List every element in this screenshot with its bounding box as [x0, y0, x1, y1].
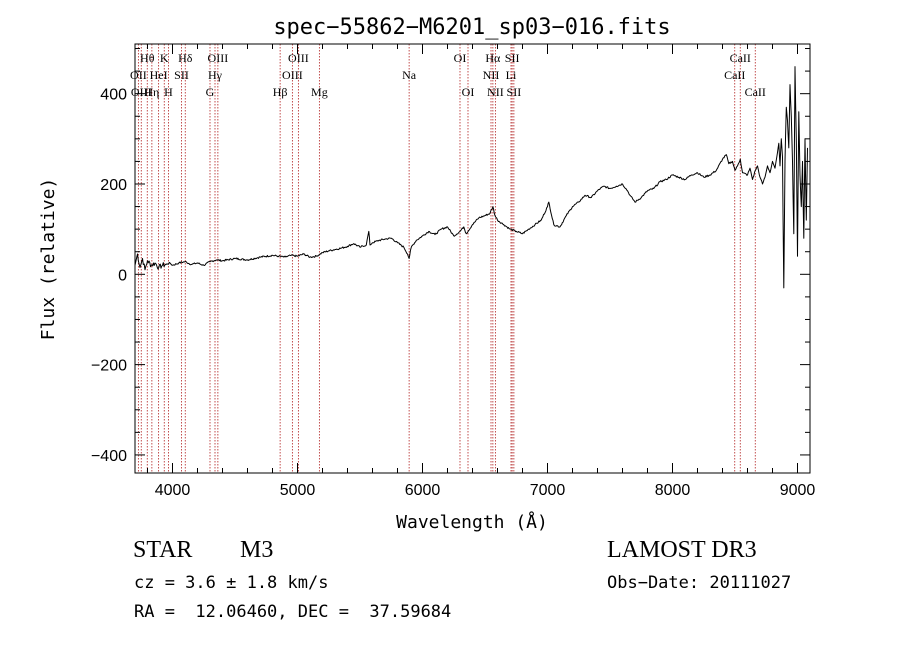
line-label-lines_top-2: Hδ	[178, 51, 193, 65]
line-label-lines_top-3: OIII	[208, 51, 229, 65]
y-axis-label: Flux (relative)	[38, 178, 59, 341]
x-tick-label-6000: 6000	[405, 482, 441, 499]
line-label-lines_bot-3: G	[206, 85, 215, 99]
y-axis: −400 −200 0 200 400	[91, 48, 810, 465]
object-class: STAR	[133, 537, 193, 563]
x-tick-label-4000: 4000	[155, 482, 191, 499]
observation-date: Obs−Date: 20111027	[607, 573, 792, 593]
chart-title: spec−55862−M6201_sp03−016.fits	[273, 15, 670, 40]
coordinates: RA = 12.06460, DEC = 37.59684	[134, 602, 452, 622]
line-label-lines_top-5: OI	[454, 51, 467, 65]
line-label-lines_bot-2: H	[164, 85, 173, 99]
y-tick-label-0: 0	[118, 267, 127, 284]
line-label-lines_bot-1: Hη	[144, 85, 159, 99]
y-tick-label-200: 200	[100, 177, 127, 194]
y-tick-label--400: −400	[91, 448, 127, 465]
line-label-lines_mid-8: CaII	[724, 68, 745, 82]
line-label-lines_top-8: CaII	[730, 51, 751, 65]
line-label-lines_top-7: SII	[505, 51, 520, 65]
line-label-lines_top-6: Hα	[485, 51, 501, 65]
line-label-lines_top-1: K	[160, 51, 169, 65]
spectrum-line	[134, 66, 808, 289]
line-label-lines_mid-2: SII	[174, 68, 189, 82]
emission-line-labels: Hθ K Hδ OIII OIII OI Hα SII CaII OII HeI SII Hγ OIII N…	[130, 51, 766, 99]
line-label-lines_mid-4: OIII	[282, 68, 303, 82]
line-label-lines_mid-1: HeI	[150, 68, 168, 82]
line-label-lines_bot-8: SII	[507, 85, 522, 99]
x-tick-label-5000: 5000	[280, 482, 316, 499]
line-label-lines_bot-0: OIII	[131, 85, 152, 99]
line-label-lines_mid-0: OII	[130, 68, 147, 82]
x-axis: 4000 5000 6000 7000 8000 9000	[147, 44, 816, 499]
line-label-lines_mid-6: NII	[483, 68, 500, 82]
line-label-lines_top-0: Hθ	[140, 51, 155, 65]
line-label-lines_bot-9: CaII	[745, 85, 766, 99]
line-label-lines_bot-5: Mg	[311, 85, 328, 99]
y-tick-label--200: −200	[91, 358, 127, 375]
spectrum-series	[134, 66, 808, 289]
line-label-lines_mid-3: Hγ	[208, 68, 223, 82]
object-subclass: M3	[240, 537, 274, 563]
y-tick-label-400: 400	[100, 87, 127, 104]
x-axis-label: Wavelength (Å)	[396, 511, 548, 533]
line-label-lines_top-4: OIII	[288, 51, 309, 65]
line-label-lines_bot-7: NII	[487, 85, 504, 99]
x-tick-label-7000: 7000	[530, 482, 566, 499]
line-label-lines_bot-4: Hβ	[273, 85, 288, 99]
line-label-lines_bot-6: OI	[462, 85, 475, 99]
x-tick-label-8000: 8000	[655, 482, 691, 499]
emission-line-markers	[137, 44, 756, 473]
line-label-lines_mid-7: Li	[506, 68, 517, 82]
survey-name: LAMOST DR3	[607, 537, 757, 563]
line-label-lines_mid-5: Na	[402, 68, 417, 82]
x-tick-label-9000: 9000	[780, 482, 816, 499]
redshift-velocity: cz = 3.6 ± 1.8 km/s	[134, 573, 329, 593]
